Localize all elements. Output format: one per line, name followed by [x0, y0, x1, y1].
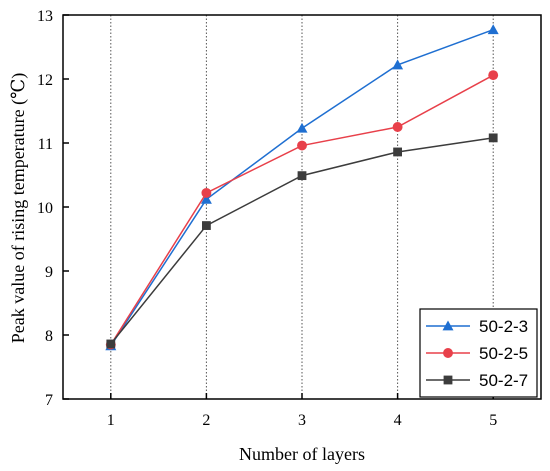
legend-item: 50-2-7 [426, 371, 528, 390]
data-point [201, 187, 212, 198]
data-point [488, 70, 499, 81]
y-tick-label: 7 [45, 392, 53, 409]
y-tick-label: 13 [37, 8, 53, 25]
legend-item: 50-2-5 [426, 344, 528, 363]
data-point [200, 193, 212, 204]
series-group [105, 24, 499, 351]
series-50-2-5 [105, 70, 499, 350]
data-point [488, 133, 498, 143]
x-tick-label: 4 [394, 412, 402, 429]
legend-label: 50-2-3 [479, 317, 528, 336]
data-point [392, 59, 404, 70]
y-tick-label: 11 [38, 136, 53, 153]
series-line [110, 74, 494, 345]
legend-marker [443, 375, 453, 385]
data-point [297, 171, 307, 181]
series-50-2-7 [106, 133, 498, 349]
data-point [297, 140, 307, 151]
legend-label: 50-2-7 [479, 371, 528, 390]
legend-item: 50-2-3 [426, 317, 528, 336]
data-point [296, 122, 308, 133]
y-tick-label: 10 [37, 200, 53, 217]
data-point [392, 122, 403, 132]
data-point [393, 147, 402, 157]
x-tick-label: 1 [107, 412, 115, 429]
data-point [106, 339, 116, 349]
x-tick-label: 2 [202, 412, 210, 429]
legend-marker [443, 348, 453, 358]
data-point [487, 24, 499, 35]
x-axis-title: Number of layers [239, 444, 365, 464]
legend-marker [442, 320, 454, 331]
y-tick-label: 12 [37, 72, 53, 89]
y-tick-label: 8 [45, 328, 53, 345]
legend: 50-2-3 50-2-5 50-2-7 [419, 308, 538, 398]
x-tick-label: 5 [489, 412, 497, 429]
y-tick-label: 9 [45, 264, 53, 281]
x-tick-label: 3 [298, 412, 306, 429]
data-point [202, 221, 211, 230]
legend-label: 50-2-5 [479, 344, 528, 363]
y-axis-title: Peak value of rising temperature (℃) [8, 73, 29, 344]
